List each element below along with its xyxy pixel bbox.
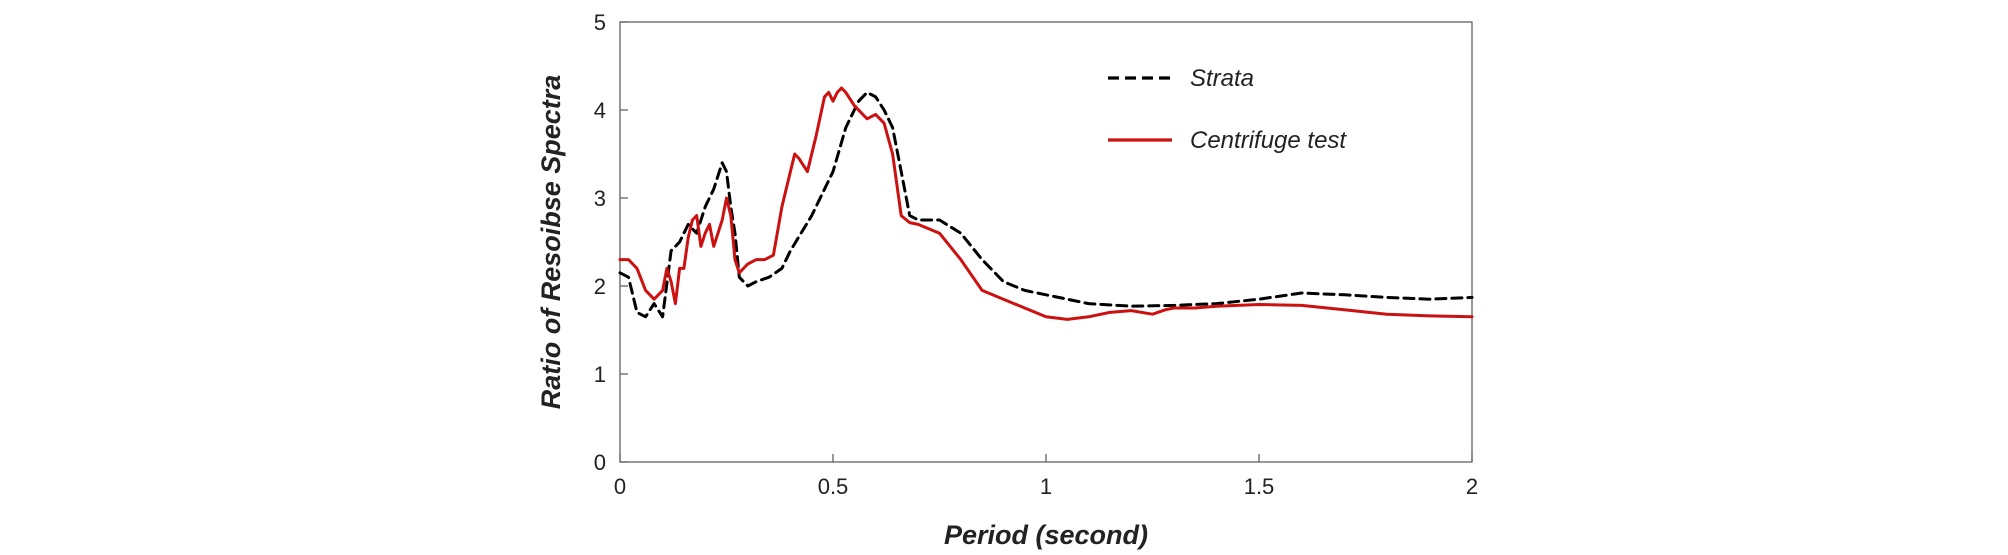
plot-frame <box>619 21 1473 463</box>
series-line-centrifuge-test <box>618 86 1474 321</box>
y-axis-title: Ratio of Resoibse Spectra <box>536 75 566 410</box>
y-tick-label: 5 <box>594 10 606 35</box>
y-tick-label: 1 <box>594 362 606 387</box>
y-tick-label: 0 <box>594 450 606 475</box>
y-tick-label: 3 <box>594 186 606 211</box>
y-tick-label: 4 <box>594 98 606 123</box>
legend-label-strata: Strata <box>1190 65 1254 92</box>
legend: Strata Centrifuge test <box>1108 65 1347 154</box>
x-axis-title: Period (second) <box>944 520 1148 550</box>
x-tick-label: 1 <box>1040 474 1052 499</box>
x-tick-label: 2 <box>1466 474 1478 499</box>
x-tick-label: 1.5 <box>1244 474 1275 499</box>
y-tick-label: 2 <box>594 274 606 299</box>
series-line-strata <box>618 90 1474 319</box>
legend-label-centrifuge: Centrifuge test <box>1190 127 1347 154</box>
series-layer <box>618 86 1474 321</box>
axis-ticks: 0 1 2 3 4 5 0 0.5 1 1.5 2 <box>594 10 1478 499</box>
x-tick-label: 0 <box>614 474 626 499</box>
x-tick-label: 0.5 <box>818 474 849 499</box>
